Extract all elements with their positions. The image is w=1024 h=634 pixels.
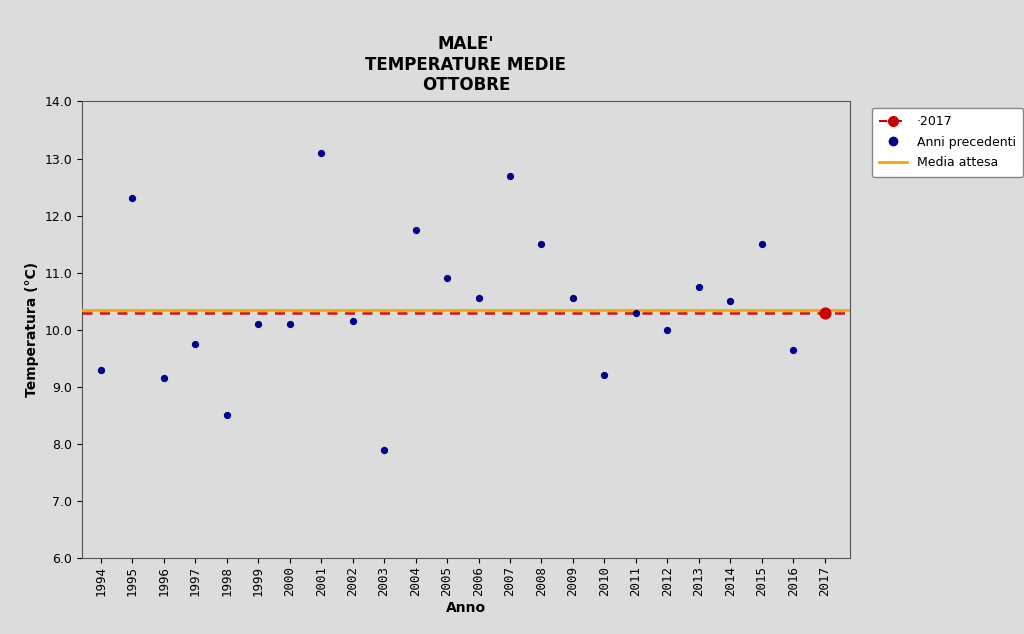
- Point: [187, 339, 204, 349]
- Point: [659, 325, 676, 335]
- Point: [534, 239, 550, 249]
- Point: [250, 319, 266, 329]
- Point: [785, 344, 802, 354]
- Point: [156, 373, 172, 383]
- Point: [344, 316, 360, 326]
- Point: [376, 444, 392, 455]
- X-axis label: Anno: Anno: [445, 601, 486, 615]
- Y-axis label: Temperatura (°C): Temperatura (°C): [25, 262, 39, 398]
- Point: [218, 410, 234, 420]
- Legend: ·2017, Anni precedenti, Media attesa: ·2017, Anni precedenti, Media attesa: [871, 108, 1023, 177]
- Point: [596, 370, 612, 380]
- Point: [282, 319, 298, 329]
- Point: [92, 365, 109, 375]
- Point: [439, 273, 456, 283]
- Title: MALE'
TEMPERATURE MEDIE
OTTOBRE: MALE' TEMPERATURE MEDIE OTTOBRE: [366, 35, 566, 94]
- Point: [816, 307, 833, 318]
- Point: [502, 171, 518, 181]
- Point: [722, 296, 738, 306]
- Point: [565, 293, 582, 304]
- Point: [754, 239, 770, 249]
- Point: [313, 148, 330, 158]
- Point: [124, 193, 140, 204]
- Point: [628, 307, 644, 318]
- Point: [690, 281, 707, 292]
- Point: [408, 225, 424, 235]
- Point: [470, 293, 486, 304]
